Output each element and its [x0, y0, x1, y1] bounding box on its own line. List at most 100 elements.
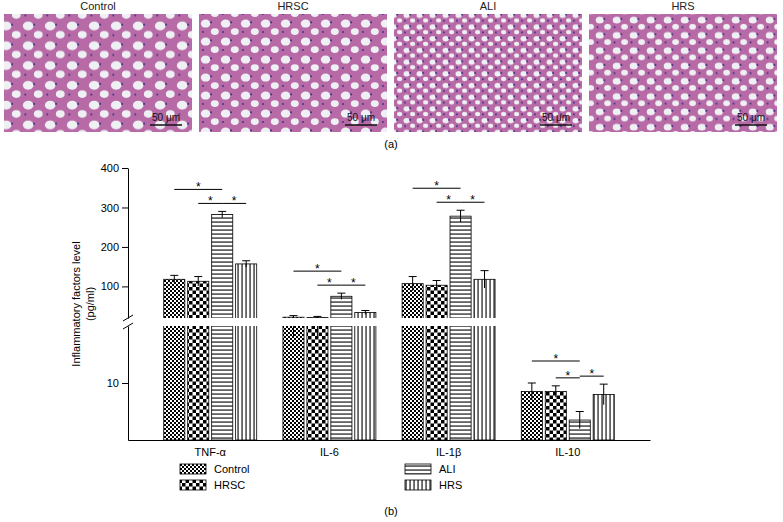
legend-label: HRS [439, 479, 462, 491]
scale-bar-label: 50 μm [542, 112, 570, 123]
bar [307, 326, 328, 440]
error-bar [361, 311, 369, 315]
scale-bar-label: 50 μm [737, 112, 765, 123]
bar [283, 326, 304, 440]
histology-image [199, 14, 387, 132]
x-tick: IL-10 [555, 440, 580, 458]
y-tick-mark [122, 247, 128, 248]
figure: Control50 μmHRSC50 μmALI50 μmHRS50 μm(a)… [0, 0, 783, 522]
error-bar [313, 316, 321, 318]
bar [236, 326, 257, 440]
significance-label: * [589, 367, 594, 381]
x-axis: TNF-α IL-6 IL-1β IL-10 [129, 440, 651, 458]
significance-label: * [208, 194, 213, 208]
y-tick: 300 [101, 201, 128, 213]
bar [164, 326, 185, 440]
y-tick: 400 [101, 162, 128, 174]
error-bar [409, 277, 417, 291]
y-tick-mark [122, 286, 128, 287]
x-tick-label: IL-1β [436, 446, 461, 458]
error-bar [218, 211, 226, 217]
axis-break-mark [123, 323, 133, 329]
bar [474, 326, 495, 440]
bar [450, 216, 471, 318]
axis-break-mark [123, 315, 133, 321]
bar [450, 326, 471, 440]
plot-segment [164, 326, 614, 440]
image-title: ALI [480, 0, 497, 12]
y-axis: 100 200 300 400 [101, 162, 129, 318]
panel-label: (a) [384, 138, 397, 150]
significance: ************ [174, 179, 603, 383]
y-axis: 10 [107, 327, 129, 441]
legend-item: HRS [405, 479, 462, 491]
legend-label: HRSC [214, 479, 245, 491]
significance-label: * [351, 276, 356, 290]
y-tick: 200 [101, 241, 128, 253]
y-axis-line [128, 169, 129, 319]
bar [545, 392, 566, 440]
y-tick-mark [122, 207, 128, 208]
histology-panel: ALI 50 μm [394, 0, 582, 132]
bar [426, 285, 447, 318]
significance-label: * [315, 262, 320, 276]
panel-label: (b) [384, 505, 397, 517]
scale-bar-label: 50 μm [347, 112, 375, 123]
image-title: HRS [671, 0, 694, 12]
bar [212, 215, 233, 318]
significance-label: * [232, 194, 237, 208]
plot-segment [164, 210, 614, 318]
y-tick: 10 [107, 377, 128, 389]
x-tick-label: IL-6 [320, 446, 339, 458]
error-bar [313, 326, 321, 337]
significance-label: * [327, 276, 332, 290]
error-bar [481, 271, 489, 288]
y-axis-title: Inflammatory factors level(pg/ml) [70, 241, 96, 366]
scale-bar [345, 124, 377, 126]
error-bar [242, 261, 250, 267]
legend-swatch [180, 480, 206, 490]
y-tick-mark [122, 168, 128, 169]
x-tick: TNF-α [195, 440, 227, 458]
y-tick-label: 300 [101, 201, 119, 213]
significance-label: * [470, 193, 475, 207]
error-bar [552, 386, 560, 397]
legend-label: Control [214, 463, 249, 475]
axis-break [123, 315, 133, 329]
legend-item: ALI [405, 463, 456, 475]
error-bar [289, 316, 297, 318]
error-bar [433, 281, 441, 290]
y-axis-line [128, 327, 129, 441]
error-bar [457, 210, 465, 222]
error-bar [576, 412, 584, 429]
histology-panel: Control 50 μm [4, 0, 192, 132]
legend-item: Control [180, 463, 249, 475]
histology-panel: HRSC50 μm [199, 0, 387, 132]
image-title: Control [80, 0, 115, 12]
histology-image [589, 14, 777, 132]
legend-swatch [180, 464, 206, 474]
bar [164, 279, 185, 318]
scale-bar-label: 50 μm [152, 112, 180, 123]
error-bar [170, 275, 178, 283]
x-tick-label: TNF-α [195, 446, 227, 458]
x-axis-line [129, 440, 651, 441]
legend: Control HRSC ALI HRS [180, 463, 462, 491]
histology-image [394, 14, 582, 132]
legend-swatch [405, 480, 431, 490]
y-tick-label: 10 [107, 377, 119, 389]
significance-label: * [434, 179, 439, 193]
x-tick-label: IL-10 [555, 446, 580, 458]
x-tick: IL-6 [320, 440, 339, 458]
y-tick-label: 100 [101, 280, 119, 292]
scale-bar [150, 124, 182, 126]
bar [355, 326, 376, 440]
y-tick: 100 [101, 280, 128, 292]
histology-image [4, 14, 192, 132]
error-bar [194, 277, 202, 286]
error-bar [337, 293, 345, 299]
significance-label: * [196, 180, 201, 194]
error-bar [289, 326, 297, 337]
legend-label: ALI [439, 463, 456, 475]
y-tick-label: 400 [101, 162, 119, 174]
